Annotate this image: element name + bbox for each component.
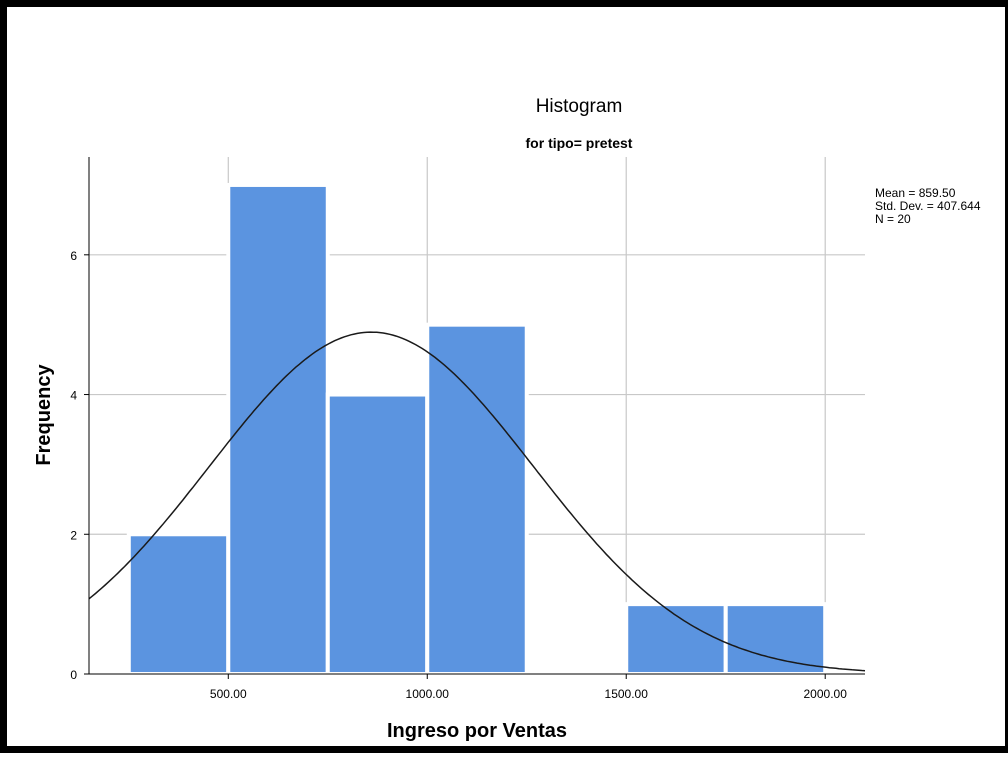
x-axis-label: Ingreso por Ventas: [387, 720, 567, 742]
stats-std-dev: Std. Dev. = 407.644: [875, 199, 981, 213]
normal-curve: [88, 331, 866, 672]
chart-subtitle: for tipo= pretest: [526, 135, 633, 151]
x-tick-label: 2000.00: [804, 687, 848, 701]
y-tick-label: 4: [70, 389, 77, 403]
y-tick-label: 2: [70, 528, 77, 542]
histogram-bar: [723, 602, 828, 676]
histogram-bars: [126, 182, 828, 676]
axes: [84, 157, 865, 679]
y-tick-labels: 0 2 4 6: [70, 249, 77, 682]
x-tick-labels: 500.00 1000.00 1500.00 2000.00: [210, 687, 847, 701]
y-tick-label: 0: [70, 668, 77, 682]
histogram-bar: [226, 182, 330, 676]
histogram-chart: Histogram for tipo= pretest 500.00 1000.0…: [33, 96, 981, 742]
x-tick-label: 1000.00: [406, 687, 450, 701]
histogram-bar: [126, 532, 231, 676]
stats-mean: Mean = 859.50: [875, 186, 956, 200]
x-tick-label: 500.00: [210, 687, 247, 701]
stats-n: N = 20: [875, 212, 911, 226]
stats-legend: Mean = 859.50 Std. Dev. = 407.644 N = 20: [875, 186, 981, 226]
y-axis-label: Frequency: [33, 364, 55, 466]
histogram-bar: [325, 392, 430, 676]
chart-title: Histogram: [536, 96, 623, 117]
histogram-bar: [425, 322, 529, 676]
x-tick-label: 1500.00: [605, 687, 649, 701]
y-tick-label: 6: [70, 249, 77, 263]
